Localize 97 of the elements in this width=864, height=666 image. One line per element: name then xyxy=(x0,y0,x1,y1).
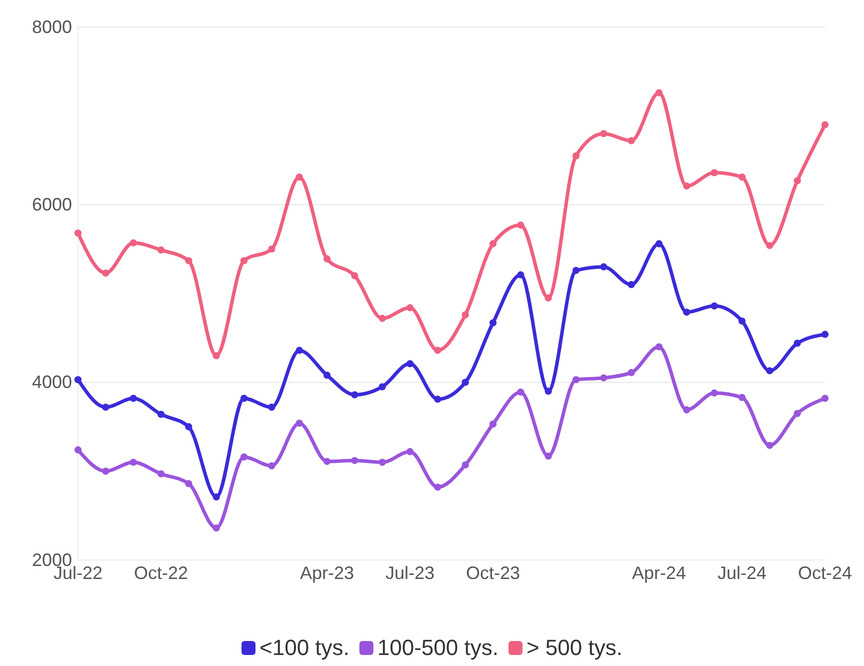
point xyxy=(130,239,137,246)
point xyxy=(517,388,524,396)
y-tick-label: 6000 xyxy=(32,194,72,214)
point xyxy=(766,367,774,374)
point xyxy=(572,152,580,160)
point xyxy=(157,410,165,418)
point xyxy=(268,462,276,470)
point xyxy=(74,230,82,237)
point xyxy=(600,130,608,138)
point xyxy=(157,470,165,478)
point xyxy=(268,246,276,253)
point xyxy=(185,480,192,488)
point xyxy=(74,376,82,384)
point xyxy=(378,458,386,466)
point xyxy=(185,423,192,430)
point xyxy=(766,442,774,449)
x-tick-label: Jul-23 xyxy=(385,562,435,583)
point xyxy=(130,394,137,402)
point xyxy=(628,281,635,288)
point xyxy=(268,404,276,411)
point xyxy=(738,394,746,401)
point xyxy=(544,452,552,460)
point xyxy=(462,311,469,318)
point xyxy=(738,174,746,181)
point xyxy=(517,271,524,278)
point xyxy=(434,346,442,354)
x-tick-label: Oct-24 xyxy=(798,562,852,583)
point xyxy=(406,360,414,368)
point xyxy=(434,396,442,403)
point xyxy=(212,524,220,532)
x-tick-label: Apr-23 xyxy=(300,562,354,583)
point xyxy=(628,137,635,144)
point xyxy=(655,240,663,248)
point xyxy=(378,383,386,390)
point xyxy=(766,242,774,250)
y-tick-label: 4000 xyxy=(32,372,72,392)
point xyxy=(794,410,801,417)
y-tick-label: 8000 xyxy=(32,16,72,37)
point xyxy=(296,174,303,181)
point xyxy=(683,182,690,190)
point xyxy=(130,458,137,466)
point xyxy=(544,294,552,302)
point xyxy=(489,319,497,326)
point xyxy=(102,404,110,411)
point xyxy=(240,394,248,402)
point xyxy=(738,317,746,325)
point xyxy=(683,308,690,316)
point xyxy=(240,257,248,264)
point xyxy=(185,257,192,264)
point xyxy=(351,272,358,280)
point xyxy=(74,446,82,454)
point xyxy=(489,420,497,428)
point xyxy=(157,246,165,254)
point xyxy=(323,255,331,262)
point xyxy=(489,240,497,248)
point xyxy=(821,121,829,128)
point xyxy=(462,461,469,469)
point xyxy=(406,448,414,456)
x-tick-label: Oct-22 xyxy=(134,562,188,583)
legend-label: > 500 tys. xyxy=(526,635,622,660)
point xyxy=(600,374,608,382)
point xyxy=(240,453,248,461)
x-tick-label: Oct-23 xyxy=(466,562,520,583)
legend-label: 100-500 tys. xyxy=(377,635,498,660)
point xyxy=(102,270,110,277)
point xyxy=(794,177,801,184)
point xyxy=(351,456,358,464)
point xyxy=(378,314,386,322)
point xyxy=(212,352,220,360)
point xyxy=(517,222,524,229)
point xyxy=(710,169,718,176)
point xyxy=(655,343,663,350)
point xyxy=(323,458,331,465)
point xyxy=(600,263,608,270)
point xyxy=(710,302,718,310)
point xyxy=(212,493,220,500)
x-tick-label: Apr-24 xyxy=(632,562,686,583)
point xyxy=(821,330,829,338)
point xyxy=(655,89,663,96)
point xyxy=(434,484,442,491)
point xyxy=(572,266,580,274)
point xyxy=(710,389,718,397)
point xyxy=(821,394,829,402)
point xyxy=(323,372,331,379)
point xyxy=(462,378,469,386)
x-tick-label: Jul-24 xyxy=(717,562,767,583)
point xyxy=(628,369,635,376)
point xyxy=(351,391,358,398)
point xyxy=(102,468,110,475)
legend-label: <100 tys. xyxy=(260,635,350,660)
point xyxy=(296,420,303,427)
point xyxy=(683,406,690,414)
point xyxy=(544,388,552,395)
point xyxy=(296,346,303,354)
point xyxy=(572,376,580,384)
point xyxy=(794,340,801,347)
point xyxy=(406,304,414,312)
